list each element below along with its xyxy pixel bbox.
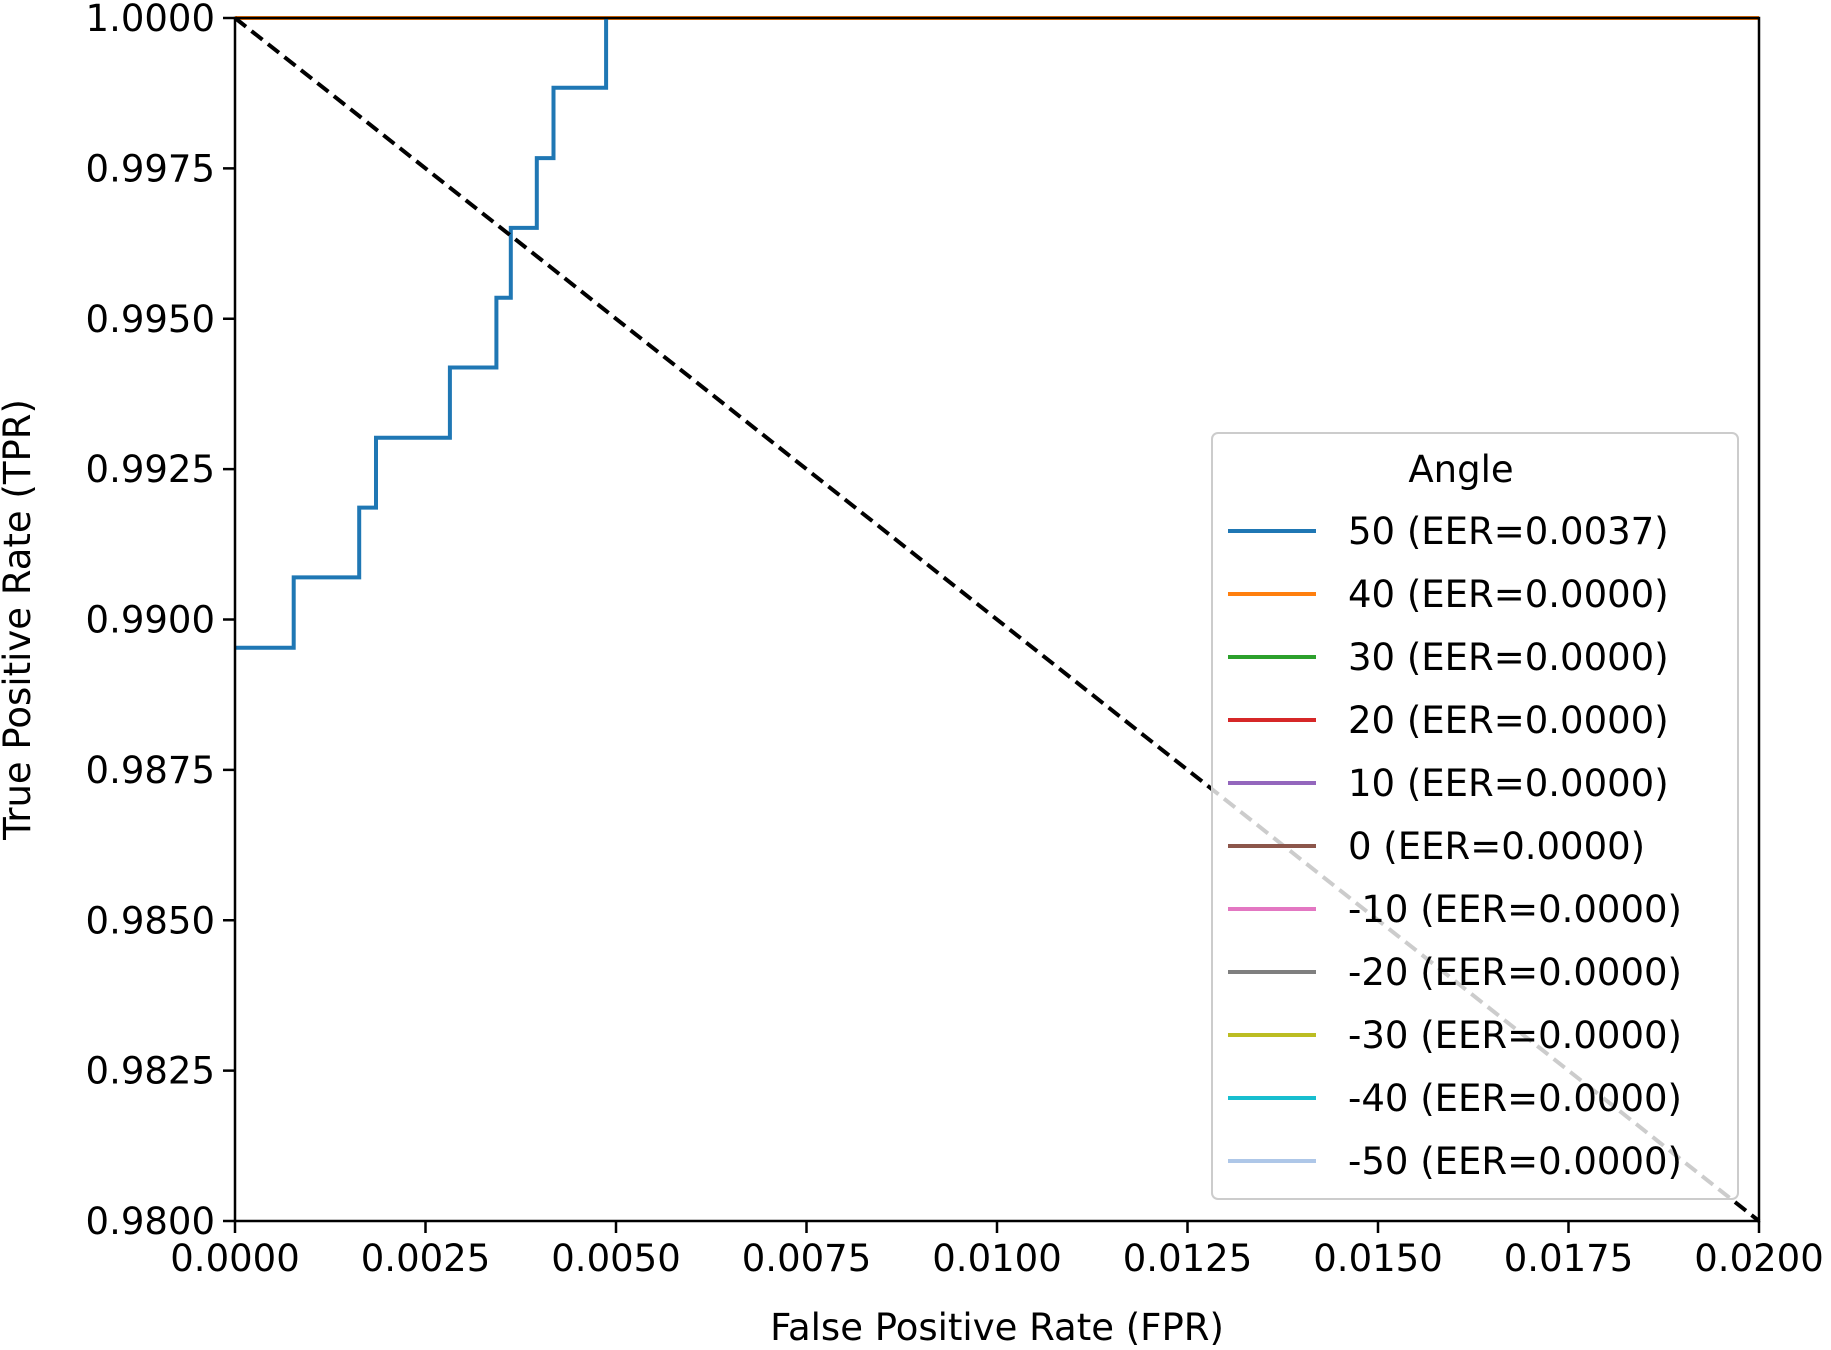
y-tick-label-4: 0.9900 (86, 599, 215, 642)
legend-entry-4: 10 (EER=0.0000) (1348, 762, 1669, 805)
y-tick-label-8: 1.0000 (86, 0, 215, 40)
y-tick-label-2: 0.9850 (86, 899, 215, 942)
legend-entry-0: 50 (EER=0.0037) (1348, 510, 1669, 553)
legend-entry-10: -50 (EER=0.0000) (1348, 1140, 1682, 1183)
legend-entry-1: 40 (EER=0.0000) (1348, 573, 1669, 616)
legend-entry-3: 20 (EER=0.0000) (1348, 699, 1669, 742)
legend-entry-6: -10 (EER=0.0000) (1348, 888, 1682, 931)
x-tick-label-2: 0.0050 (551, 1237, 680, 1280)
legend-entry-7: -20 (EER=0.0000) (1348, 951, 1682, 994)
y-tick-label-3: 0.9875 (86, 749, 215, 792)
legend-entry-2: 30 (EER=0.0000) (1348, 636, 1669, 679)
x-tick-label-1: 0.0025 (361, 1237, 490, 1280)
x-tick-label-3: 0.0075 (742, 1237, 871, 1280)
y-tick-label-5: 0.9925 (86, 448, 215, 491)
y-tick-label-6: 0.9950 (86, 298, 215, 341)
y-axis-label: True Positive Rate (TPR) (0, 399, 39, 841)
axes: 0.0000 0.0025 0.0050 0.0075 0.0100 0.0125 0.01… (86, 0, 1824, 1280)
series-line-0 (235, 18, 609, 650)
y-tick-label-1: 0.9825 (86, 1050, 215, 1093)
x-tick-label-0: 0.0000 (170, 1237, 299, 1280)
legend-title: Angle (1408, 448, 1513, 491)
x-tick-label-4: 0.0100 (932, 1237, 1061, 1280)
legend-entry-9: -40 (EER=0.0000) (1348, 1077, 1682, 1120)
legend: Angle 50 (EER=0.0037) 40 (EER=0.0000) 30 (E… (1211, 432, 1739, 1200)
x-tick-label-7: 0.0175 (1504, 1237, 1633, 1280)
x-axis-label: False Positive Rate (FPR) (770, 1306, 1224, 1349)
y-tick-label-7: 0.9975 (86, 147, 215, 190)
x-tick-label-5: 0.0125 (1123, 1237, 1252, 1280)
x-tick-label-8: 0.0200 (1694, 1237, 1823, 1280)
legend-entry-5: 0 (EER=0.0000) (1348, 825, 1645, 868)
legend-entry-8: -30 (EER=0.0000) (1348, 1014, 1682, 1057)
x-tick-label-6: 0.0150 (1313, 1237, 1442, 1280)
y-tick-label-0: 0.9800 (86, 1200, 215, 1243)
legend-frame (1211, 432, 1739, 1200)
